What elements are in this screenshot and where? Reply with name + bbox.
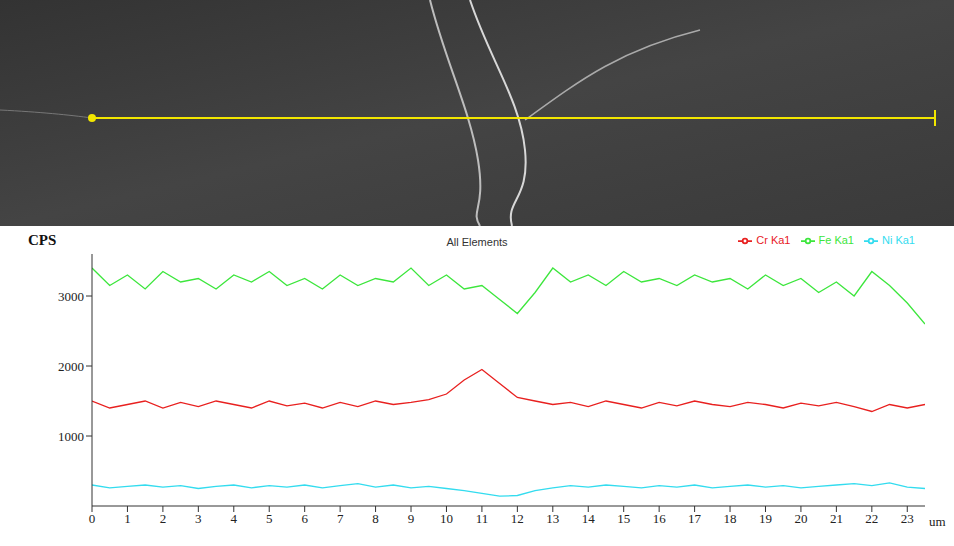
html-text:All Elements: All Elements	[446, 236, 508, 248]
svg-text:19: 19	[759, 511, 772, 526]
svg-text:8: 8	[372, 511, 379, 526]
svg-text:3: 3	[195, 511, 202, 526]
svg-text:0: 0	[89, 511, 96, 526]
svg-text:2000: 2000	[58, 359, 84, 374]
html-text:Fe Ka1: Fe Ka1	[818, 234, 854, 246]
svg-text:11: 11	[476, 511, 489, 526]
svg-text:21: 21	[830, 511, 843, 526]
svg-text:5: 5	[266, 511, 273, 526]
svg-text:23: 23	[901, 511, 914, 526]
svg-text:6: 6	[301, 511, 308, 526]
svg-text:16: 16	[653, 511, 667, 526]
html-text:Cr Ka1: Cr Ka1	[756, 234, 791, 246]
html-text:CPS: CPS	[28, 232, 57, 248]
html-text:Ni Ka1: Ni Ka1	[882, 234, 915, 246]
svg-text:10: 10	[440, 511, 453, 526]
svg-text:12: 12	[511, 511, 524, 526]
svg-text:22: 22	[865, 511, 878, 526]
svg-text:3000: 3000	[58, 289, 84, 304]
svg-text:20: 20	[794, 511, 807, 526]
svg-text:1: 1	[124, 511, 131, 526]
svg-text:um: um	[929, 514, 946, 529]
svg-text:4: 4	[231, 511, 238, 526]
svg-text:13: 13	[546, 511, 559, 526]
svg-text:7: 7	[337, 511, 344, 526]
svg-text:18: 18	[724, 511, 737, 526]
svg-text:15: 15	[617, 511, 630, 526]
svg-text:17: 17	[688, 511, 702, 526]
svg-text:2: 2	[160, 511, 167, 526]
svg-text:9: 9	[408, 511, 415, 526]
svg-text:1000: 1000	[58, 429, 84, 444]
svg-text:14: 14	[582, 511, 596, 526]
